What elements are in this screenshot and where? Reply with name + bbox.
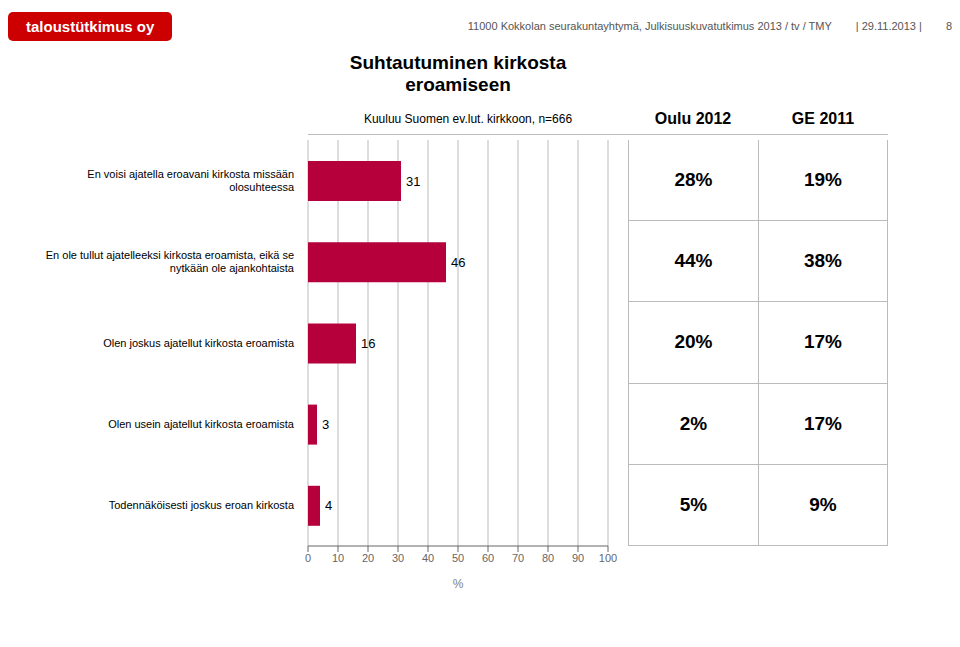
svg-text:31: 31 xyxy=(406,174,420,189)
svg-text:80: 80 xyxy=(542,552,554,564)
svg-text:60: 60 xyxy=(482,552,494,564)
html-text:Kuuluu Suomen ev.lut. kirkkoon: Kuuluu Suomen ev.lut. kirkkoon, n=666 xyxy=(363,111,573,126)
html-text:28%: 28% xyxy=(674,169,713,191)
svg-text:En ole tullut ajatelleeksi kir: En ole tullut ajatelleeksi kirkosta eroa… xyxy=(46,249,295,274)
svg-text:Todennäköisesti joskus eroan k: Todennäköisesti joskus eroan kirkosta xyxy=(109,499,295,511)
html-text:GE 2011: GE 2011 xyxy=(791,109,855,127)
svg-text:Olen usein ajatellut kirkosta: Olen usein ajatellut kirkosta eroamista xyxy=(108,418,295,430)
svg-text:46: 46 xyxy=(451,255,465,270)
svg-text:4: 4 xyxy=(325,498,332,513)
svg-text:50: 50 xyxy=(452,552,464,564)
svg-text:10: 10 xyxy=(332,552,344,564)
html-text:38%: 38% xyxy=(804,250,842,272)
html-text:20%: 20% xyxy=(674,331,713,353)
html-text:17%: 17% xyxy=(804,331,842,353)
html-text:11000 Kokkolan seurakuntayhtym: 11000 Kokkolan seurakuntayhtymä, Julkisu… xyxy=(467,20,832,32)
html-text:9%: 9% xyxy=(809,493,837,515)
svg-text:40: 40 xyxy=(422,552,434,564)
svg-text:%: % xyxy=(453,577,464,590)
svg-text:70: 70 xyxy=(512,552,524,564)
html-text:2%: 2% xyxy=(679,412,708,434)
html-text:| 29.11.2013 |: | 29.11.2013 | xyxy=(855,20,922,32)
svg-text:En voisi ajatella eroavani kir: En voisi ajatella eroavani kirkosta miss… xyxy=(87,168,295,193)
html-text:Suhtautuminen kirkosta eroamis: Suhtautuminen kirkosta eroamiseen xyxy=(349,52,567,95)
svg-text:90: 90 xyxy=(572,552,584,564)
svg-text:20: 20 xyxy=(362,552,374,564)
svg-text:100: 100 xyxy=(599,552,617,564)
html-text:19%: 19% xyxy=(804,169,842,191)
html-text:taloustütkimus oy: taloustütkimus oy xyxy=(26,17,155,35)
svg-text:16: 16 xyxy=(361,336,375,351)
html-text:44%: 44% xyxy=(674,250,713,272)
svg-text:30: 30 xyxy=(392,552,404,564)
html-text:5%: 5% xyxy=(679,493,708,515)
html-text:8: 8 xyxy=(945,20,952,32)
svg-text:3: 3 xyxy=(322,417,329,432)
svg-text:Olen joskus ajatellut kirkosta: Olen joskus ajatellut kirkosta eroamista xyxy=(103,337,295,349)
svg-text:0: 0 xyxy=(305,552,311,564)
html-text:17%: 17% xyxy=(804,412,842,434)
html-text:Oulu 2012: Oulu 2012 xyxy=(654,109,732,127)
